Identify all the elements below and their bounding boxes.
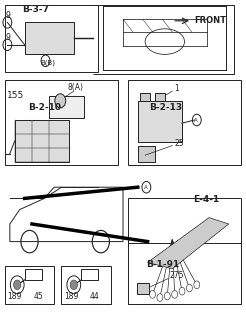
Polygon shape [148,218,229,269]
Bar [25,269,42,280]
Bar [62,266,111,304]
Bar [128,80,241,165]
Text: B-1-91: B-1-91 [146,260,180,269]
Circle shape [150,291,155,298]
Bar [128,198,241,304]
Text: 9: 9 [5,33,10,42]
Text: FRONT: FRONT [194,16,226,25]
Circle shape [164,292,170,300]
Text: 189: 189 [7,292,22,301]
Bar [137,283,149,294]
Text: 155: 155 [7,91,25,100]
Text: A: A [194,118,198,123]
Text: 8(A): 8(A) [68,83,84,92]
Circle shape [157,294,163,301]
Text: 25: 25 [175,139,184,148]
Bar [5,266,54,304]
Circle shape [172,291,178,298]
Text: B-3-7: B-3-7 [22,5,49,14]
Bar [25,22,74,54]
Bar [49,96,84,118]
Bar [15,120,69,162]
Circle shape [55,94,66,108]
Text: 45: 45 [33,292,43,301]
Bar [128,243,241,304]
Bar [140,93,150,101]
Circle shape [194,281,200,289]
Bar [138,101,182,142]
Text: B-2-10: B-2-10 [28,103,61,112]
Bar [81,269,98,280]
Text: B(B): B(B) [41,60,56,67]
Circle shape [179,287,185,295]
Circle shape [70,280,77,290]
Text: 189: 189 [64,292,78,301]
Bar [5,5,98,72]
Text: 44: 44 [90,292,100,301]
Text: A: A [144,185,148,190]
Bar [155,93,165,101]
Circle shape [14,280,21,290]
Text: B-2-13: B-2-13 [149,103,182,112]
Text: 1: 1 [175,84,179,92]
Text: 275: 275 [170,271,184,280]
Text: E-4-1: E-4-1 [193,195,219,204]
Bar [138,146,155,162]
Circle shape [186,284,192,292]
Text: 9: 9 [5,11,10,20]
Bar [5,80,118,165]
